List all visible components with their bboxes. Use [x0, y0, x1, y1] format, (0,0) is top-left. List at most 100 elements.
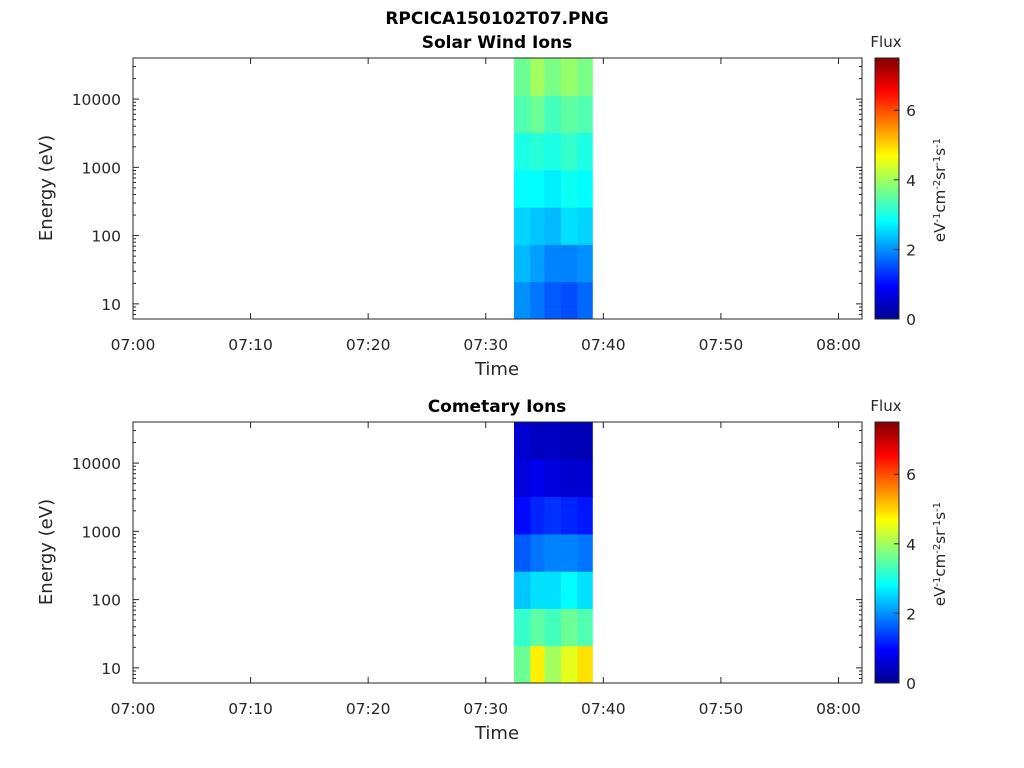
colorbar-tick-label: 2 [906, 605, 916, 623]
heatmap-cell [530, 571, 545, 609]
x-tick-label: 07:40 [581, 700, 626, 718]
heatmap-cell [561, 244, 578, 283]
heatmap-cell [530, 132, 545, 171]
heatmap-cells [514, 58, 593, 320]
heatmap-cell [530, 281, 545, 320]
heatmap-cell [577, 533, 593, 572]
y-tick-label: 1000 [82, 523, 121, 541]
heatmap-cell [514, 533, 531, 572]
x-tick-label: 07:30 [463, 336, 508, 354]
x-tick-label: 08:00 [816, 700, 861, 718]
y-axis-label: Energy (eV) [36, 499, 57, 605]
y-tick-label: 10000 [72, 91, 121, 109]
heatmap-cell [514, 58, 531, 96]
plot-frame [132, 57, 863, 320]
colorbar-tick-label: 0 [906, 675, 916, 693]
heatmap-cell [577, 244, 593, 283]
heatmap-cell [561, 281, 578, 320]
colorbar-title: Flux [870, 397, 901, 415]
heatmap-cell [530, 645, 545, 684]
heatmap-cell [530, 608, 545, 647]
heatmap-cell [530, 244, 545, 283]
heatmap-cell [514, 571, 531, 609]
heatmap-cell [561, 533, 578, 572]
x-tick-label: 07:10 [228, 700, 273, 718]
x-tick-label: 07:10 [228, 336, 273, 354]
heatmap-cell [577, 207, 593, 245]
x-tick-label: 07:30 [463, 700, 508, 718]
heatmap-cell [561, 496, 578, 535]
panel-cometary-ions: Cometary Ions 07:00 07:10 07:20 07:30 07:40 0… [36, 397, 949, 744]
heatmap-cell [561, 422, 578, 460]
heatmap-cell [530, 533, 545, 572]
heatmap-cell [514, 244, 531, 283]
colorbar-label: eV-1cm-2sr-1s-1 [931, 138, 949, 242]
heatmap-cell [561, 132, 578, 171]
heatmap-cell [544, 459, 561, 498]
x-tick-label: 07:50 [699, 336, 744, 354]
colorbar: Flux 0 2 4 6 eV-1cm-2sr-1s-1 [870, 397, 949, 693]
y-tick-label: 100 [91, 228, 121, 246]
heatmap-cell [544, 422, 561, 460]
heatmap-cell [561, 58, 578, 96]
colorbar-tick-label: 6 [906, 466, 916, 484]
heatmap-cell [530, 496, 545, 535]
heatmap-cell [514, 496, 531, 535]
x-axis-label: Time [474, 359, 519, 380]
heatmap-cell [514, 281, 531, 320]
heatmap-cell [514, 95, 531, 134]
y-tick-label: 10 [101, 660, 121, 678]
heatmap-cell [561, 645, 578, 684]
heatmap-cell [544, 244, 561, 283]
heatmap-cell [544, 281, 561, 320]
plot-frame [132, 421, 863, 684]
heatmap-cell [514, 207, 531, 245]
x-tick-label: 07:20 [346, 336, 391, 354]
x-tick-label: 08:00 [816, 336, 861, 354]
colorbar-label: eV-1cm-2sr-1s-1 [931, 502, 949, 606]
heatmap-cell [561, 95, 578, 134]
heatmap-cell [561, 459, 578, 498]
colorbar-gradient [874, 421, 900, 684]
heatmap-cell [544, 132, 561, 171]
x-tick-label: 07:40 [581, 336, 626, 354]
x-axis: 07:00 07:10 07:20 07:30 07:40 07:50 08:00 [111, 58, 861, 354]
heatmap-cell [514, 422, 531, 460]
x-tick-label: 07:20 [346, 700, 391, 718]
heatmap-cell [514, 132, 531, 171]
heatmap-cell [544, 95, 561, 134]
heatmap-cell [577, 645, 593, 684]
heatmap-cell [561, 608, 578, 647]
heatmap-cell [561, 207, 578, 245]
heatmap-cell [577, 281, 593, 320]
colorbar-title: Flux [870, 33, 901, 51]
heatmap-cell [514, 645, 531, 684]
y-tick-label: 1000 [82, 159, 121, 177]
heatmap-cell [530, 169, 545, 208]
heatmap-cell [577, 496, 593, 535]
heatmap-cell [530, 459, 545, 498]
heatmap-cell [577, 58, 593, 96]
heatmap-cell [514, 169, 531, 208]
colorbar-tick-label: 2 [906, 241, 916, 259]
heatmap-cell [577, 132, 593, 171]
heatmap-cell [577, 95, 593, 134]
x-tick-label: 07:50 [699, 700, 744, 718]
heatmap-cell [544, 496, 561, 535]
colorbar-gradient [874, 57, 900, 320]
y-tick-label: 100 [91, 592, 121, 610]
chart-title: Solar Wind Ions [422, 33, 573, 53]
x-tick-label: 07:00 [111, 700, 156, 718]
y-axis-label: Energy (eV) [36, 135, 57, 241]
heatmap-cells [514, 422, 593, 684]
colorbar: Flux 0 2 4 6 eV-1cm-2sr-1s-1 [870, 33, 949, 329]
chart-title: Cometary Ions [428, 397, 567, 417]
heatmap-cell [577, 459, 593, 498]
panel-solar-wind-ions: Solar Wind Ions 07:00 07:10 07:20 07:30 07:4… [36, 33, 949, 380]
y-tick-label: 10 [101, 296, 121, 314]
colorbar-tick-label: 4 [906, 536, 916, 554]
heatmap-cell [544, 645, 561, 684]
heatmap-cell [544, 169, 561, 208]
heatmap-cell [577, 608, 593, 647]
